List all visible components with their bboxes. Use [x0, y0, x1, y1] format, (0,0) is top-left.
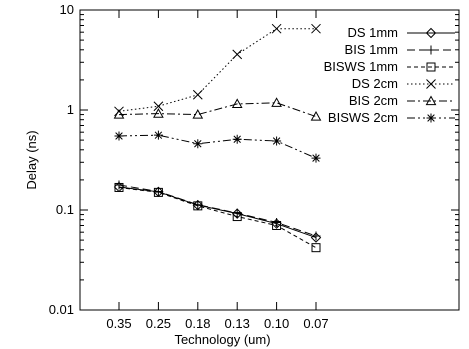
data-point — [153, 130, 163, 140]
legend-entry-label: BISWS 1mm — [324, 59, 398, 74]
series-1 — [114, 180, 321, 241]
legend-entry-label: DS 2cm — [352, 76, 398, 91]
legend-marker — [426, 113, 436, 123]
legend-entry-label: BIS 1mm — [345, 42, 398, 57]
legend-entry-label: DS 1mm — [347, 25, 398, 40]
x-axis-label: Technology (um) — [174, 332, 270, 347]
data-point — [311, 153, 321, 163]
data-point — [192, 89, 203, 100]
y-tick-label: 10 — [60, 2, 74, 17]
x-tick-label: 0.25 — [146, 316, 171, 331]
data-point — [193, 201, 203, 211]
data-point — [192, 109, 204, 119]
y-tick-label: 1 — [67, 102, 74, 117]
data-point — [311, 231, 321, 241]
y-tick-label: 0.01 — [49, 302, 74, 317]
data-point — [272, 136, 282, 146]
data-point — [153, 101, 164, 112]
data-point — [232, 49, 243, 60]
x-tick-label: 0.13 — [225, 316, 250, 331]
series-line — [118, 102, 317, 118]
legend-entry-label: BISWS 2cm — [328, 110, 398, 125]
x-tick-label: 0.10 — [264, 316, 289, 331]
plot-frame — [79, 9, 460, 311]
y-tick-label: 0.1 — [56, 202, 74, 217]
data-point — [114, 131, 124, 141]
legend-entry-label: BIS 2cm — [349, 93, 398, 108]
legend-marker — [426, 45, 436, 55]
series-line — [118, 134, 317, 159]
series-4 — [113, 97, 322, 121]
series-line — [118, 186, 317, 249]
data-point — [231, 98, 243, 109]
series-5 — [114, 130, 321, 163]
data-point — [310, 111, 322, 121]
legend-marker — [426, 62, 436, 72]
data-point — [113, 109, 125, 119]
axes-layer: 0.01 0.1 1 10 0.35 0.25 0.18 0.13 0.10 0.07 — [49, 2, 460, 331]
data-point — [193, 139, 203, 149]
x-tick-label: 0.18 — [185, 316, 210, 331]
series-line — [118, 186, 317, 239]
data-point — [232, 134, 242, 144]
series-3 — [114, 23, 321, 117]
data-point — [272, 220, 282, 230]
legend-marker — [426, 79, 436, 89]
legend: DS 1mm BIS 1mm BISWS 1mm DS 2cm BIS 2cm BISWS… — [324, 25, 455, 125]
series-2 — [114, 182, 321, 253]
data-point — [153, 187, 163, 197]
legend-marker — [425, 95, 437, 106]
data-point — [114, 182, 124, 192]
series-line — [118, 28, 316, 112]
x-tick-label: 0.07 — [303, 316, 328, 331]
series-line — [118, 184, 317, 237]
data-point — [232, 212, 242, 222]
data-point — [311, 23, 321, 34]
x-tick-label: 0.35 — [106, 316, 131, 331]
data-point — [271, 97, 282, 107]
data-point — [271, 23, 282, 34]
series-layer — [113, 23, 322, 253]
data-point — [153, 108, 164, 118]
legend-marker — [425, 27, 437, 39]
data-point — [311, 243, 321, 253]
y-axis-label: Delay (ns) — [24, 130, 39, 189]
